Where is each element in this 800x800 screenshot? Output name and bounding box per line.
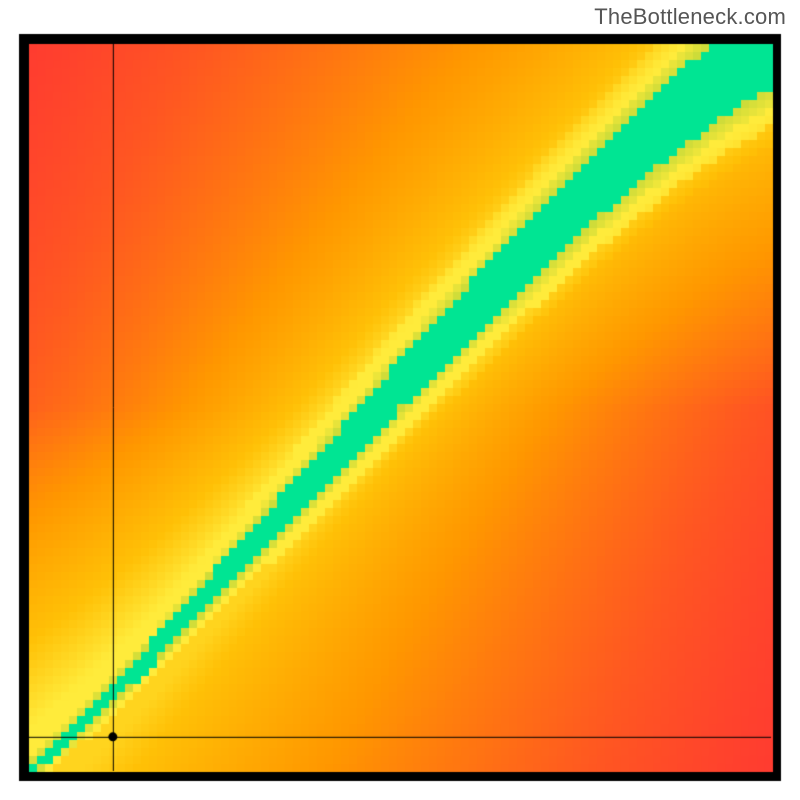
bottleneck-heatmap (0, 0, 800, 800)
watermark-text: TheBottleneck.com (594, 4, 786, 30)
